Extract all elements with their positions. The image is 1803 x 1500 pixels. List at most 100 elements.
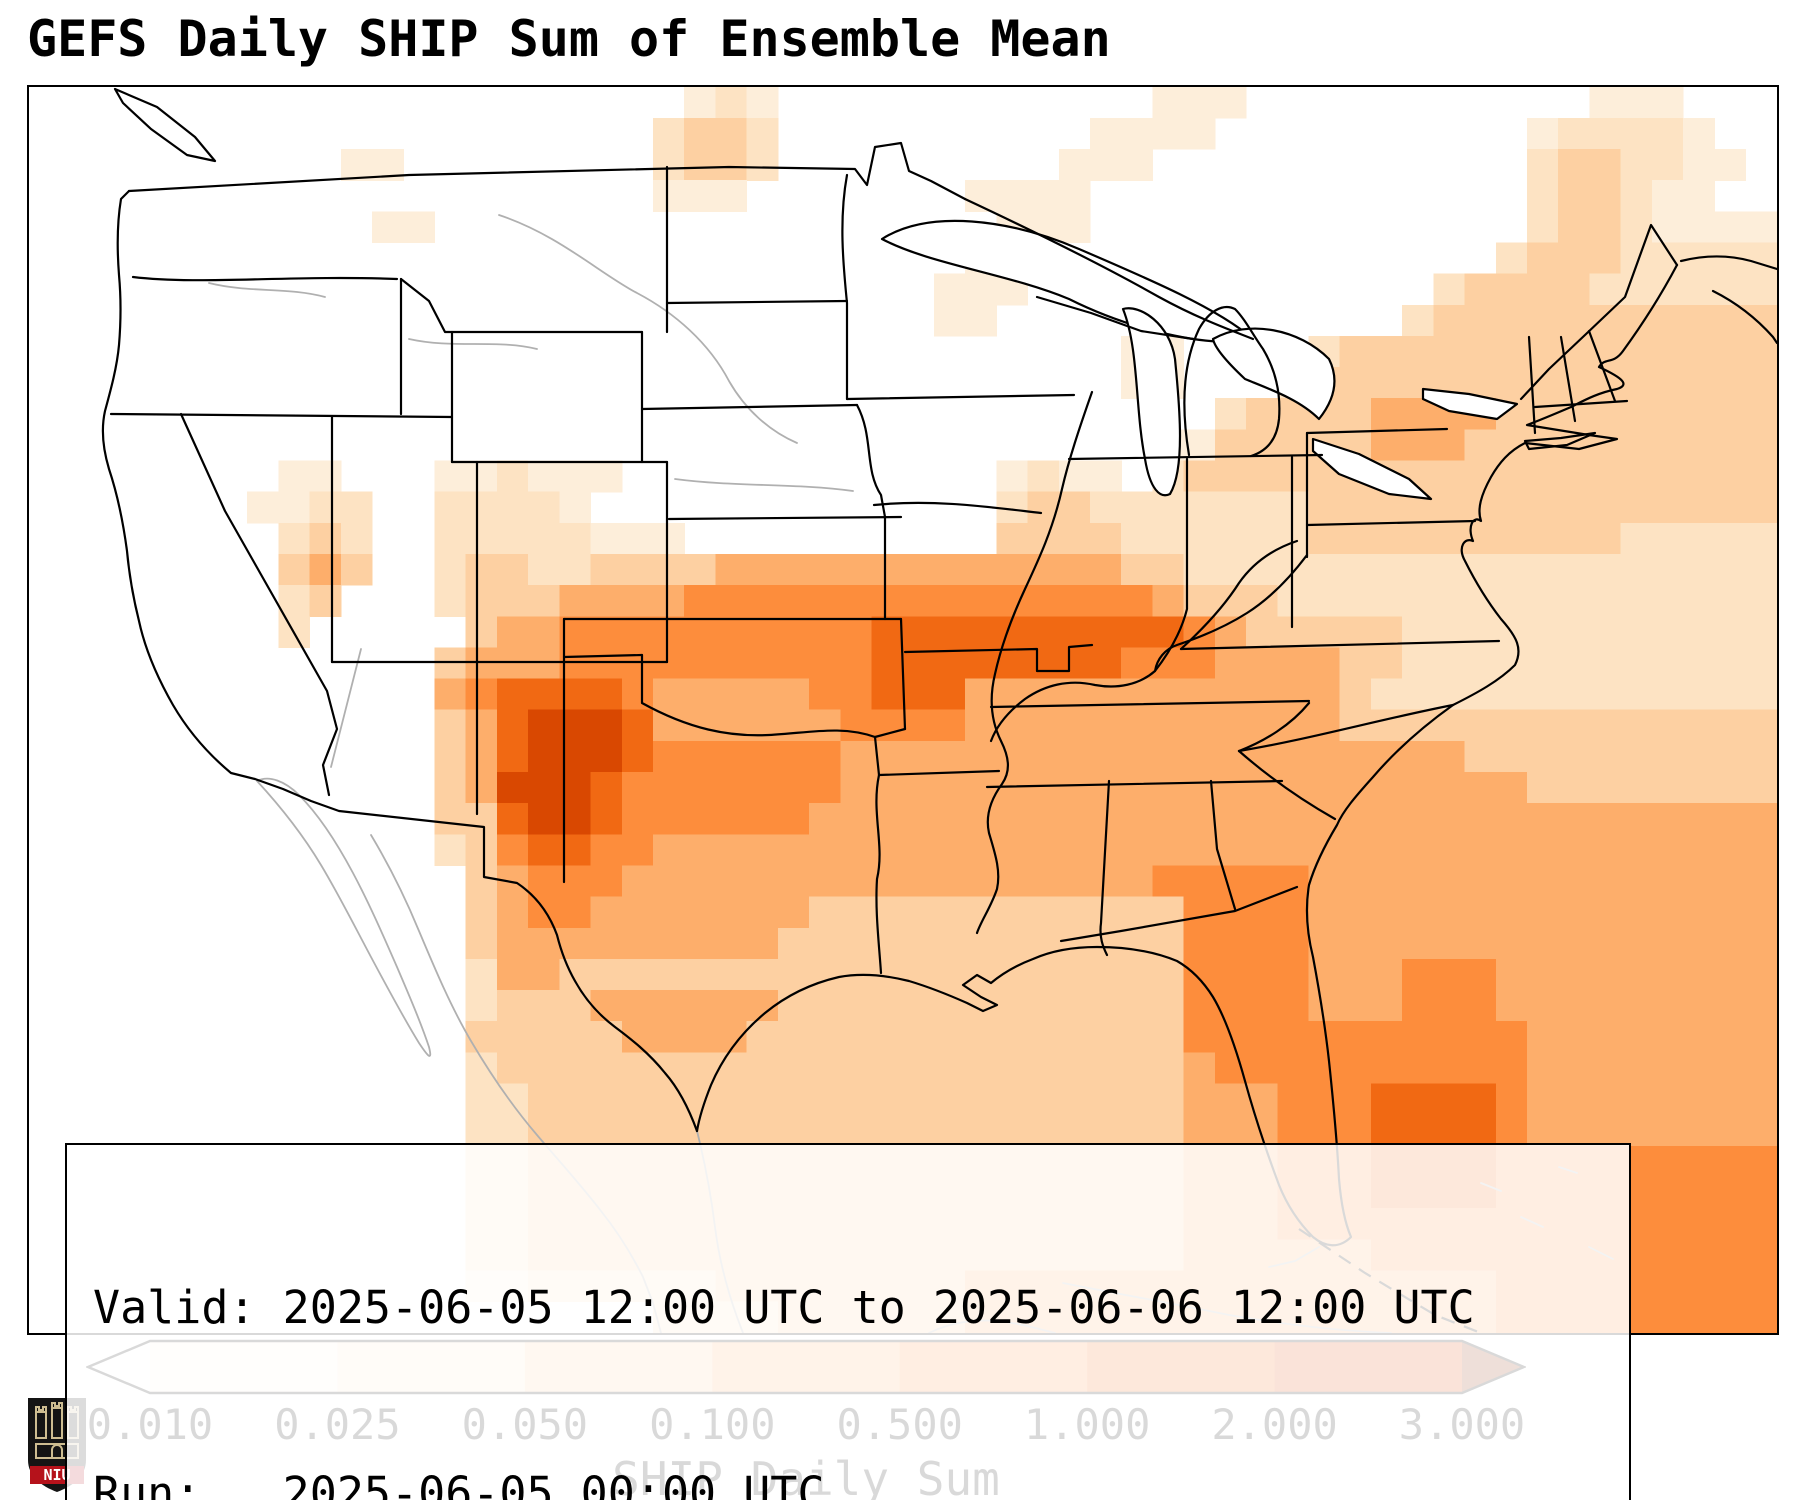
heat-cell xyxy=(1183,1052,1216,1085)
heat-cell xyxy=(621,678,654,711)
border-through-lakes xyxy=(963,197,1255,341)
state-line xyxy=(985,779,1284,789)
heat-cell xyxy=(528,460,623,493)
state-line xyxy=(1067,453,1324,461)
heat-cell xyxy=(1183,460,1777,493)
ohio-river-border xyxy=(989,553,1309,743)
heat-cell xyxy=(621,740,654,773)
heat-cell xyxy=(1214,398,1247,430)
heat-cell xyxy=(809,927,1185,960)
heat-cell xyxy=(309,585,342,617)
heat-cell xyxy=(434,460,498,493)
heat-cell xyxy=(777,990,1185,1022)
heat-cell xyxy=(1089,117,1216,150)
heat-cell xyxy=(996,522,1122,555)
heat-cell xyxy=(465,553,529,586)
heat-cell xyxy=(1620,522,1777,555)
state-line xyxy=(1179,639,1501,651)
heat-cell xyxy=(621,772,841,804)
heat-cell xyxy=(496,616,560,648)
state-line xyxy=(1237,703,1455,753)
state-line xyxy=(109,412,454,419)
heat-cell xyxy=(434,709,467,742)
state-line xyxy=(875,773,883,975)
heat-cell xyxy=(559,491,592,524)
upper-peninsula-line xyxy=(1035,295,1195,341)
heat-cell xyxy=(590,803,623,835)
heat-cell xyxy=(496,740,529,773)
baja-california-coast xyxy=(256,777,432,1057)
heat-cell xyxy=(1058,149,1154,181)
heat-cell xyxy=(590,990,779,1022)
heat-cell xyxy=(1620,211,1653,244)
map-canvas xyxy=(101,87,1777,1333)
heat-cell xyxy=(1402,304,1434,337)
state-line xyxy=(855,403,887,519)
heat-cell xyxy=(621,803,810,835)
heat-cell xyxy=(465,772,498,804)
michigan-outline xyxy=(1183,305,1281,458)
heat-cell xyxy=(621,896,810,929)
state-line xyxy=(1305,519,1477,527)
platte-river xyxy=(674,478,854,492)
heat-cell xyxy=(746,149,779,181)
heat-cell xyxy=(496,460,529,493)
heat-cell xyxy=(840,772,1528,804)
heat-cell xyxy=(1370,1083,1497,1116)
heat-cell xyxy=(1308,958,1403,991)
heat-cell xyxy=(1183,1021,1528,1053)
heat-cell xyxy=(278,585,311,617)
heat-cell xyxy=(652,709,841,742)
heat-cell xyxy=(528,1083,1185,1116)
heat-cell xyxy=(1433,273,1466,306)
us-canada-border xyxy=(127,141,967,201)
heat-cell xyxy=(1558,211,1622,244)
heat-cell xyxy=(1651,180,1715,212)
heat-cell xyxy=(496,709,529,742)
heat-cell xyxy=(1495,398,1777,430)
heat-cell xyxy=(621,1021,748,1053)
heat-cell xyxy=(340,522,373,555)
heat-cell xyxy=(465,647,560,680)
heat-cell xyxy=(1402,647,1777,680)
heat-cell xyxy=(496,834,529,867)
heat-cell xyxy=(496,927,779,960)
heat-cell xyxy=(996,460,1029,493)
heat-cell xyxy=(590,834,654,867)
heat-cell xyxy=(1495,242,1528,275)
run-line: Run: 2025-06-05 00:00 UTC xyxy=(93,1467,825,1500)
heat-cell xyxy=(434,522,592,555)
heat-cell xyxy=(621,709,654,742)
heat-cell xyxy=(590,522,685,555)
heat-cell xyxy=(496,990,592,1022)
heat-cell xyxy=(684,117,717,150)
heat-cell xyxy=(465,740,498,773)
missouri-river xyxy=(498,214,798,444)
state-line xyxy=(899,617,907,731)
heat-cell xyxy=(465,896,498,929)
heat-cell xyxy=(1495,958,1777,991)
heat-cell xyxy=(1495,1083,1528,1116)
heat-cell xyxy=(1495,1114,1528,1147)
heat-cell xyxy=(1526,772,1777,804)
heat-cell xyxy=(1214,616,1247,648)
heat-cell xyxy=(1152,585,1185,617)
heat-cell xyxy=(1121,522,1310,555)
heat-cell xyxy=(1152,87,1247,119)
heat-cell xyxy=(1277,1114,1372,1147)
heat-cell xyxy=(1464,429,1777,462)
heat-cell xyxy=(590,896,623,929)
heat-cell xyxy=(715,117,748,150)
heat-cell xyxy=(559,616,873,648)
heat-cell xyxy=(1526,180,1559,212)
heat-cell xyxy=(1433,304,1777,337)
state-line xyxy=(872,501,1043,515)
heat-cell xyxy=(965,709,1341,742)
heat-cell xyxy=(1683,149,1747,181)
heat-cell xyxy=(1308,367,1777,399)
national-boundaries xyxy=(101,87,1777,1247)
heat-cell xyxy=(1089,491,1310,524)
heat-cell xyxy=(1620,149,1684,181)
heat-cell xyxy=(1277,1083,1372,1116)
heat-cell xyxy=(434,740,467,773)
